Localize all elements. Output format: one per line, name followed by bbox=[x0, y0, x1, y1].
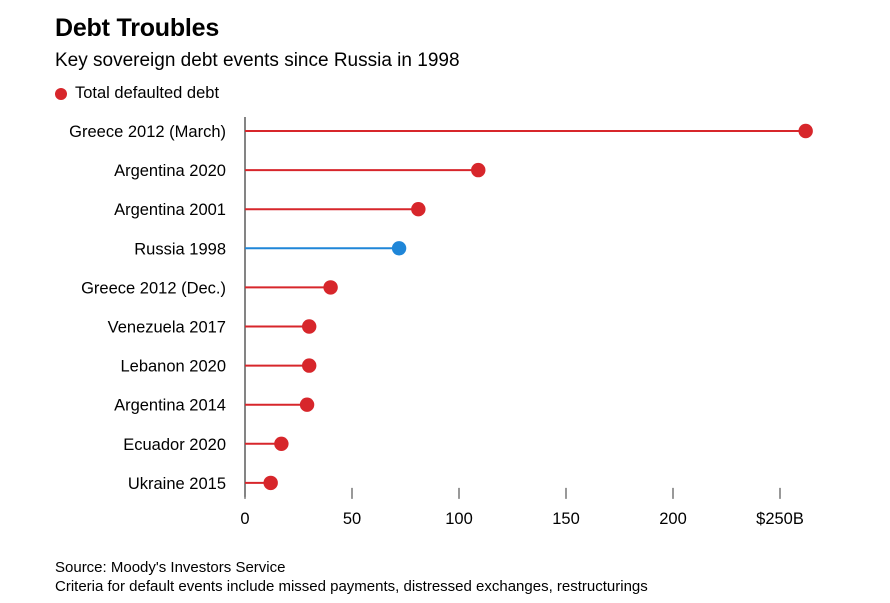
lollipop-dot bbox=[299, 397, 315, 412]
lollipop-dot bbox=[471, 162, 486, 178]
lollipop-dot bbox=[274, 436, 289, 451]
footer: Source: Moody's Investors Service Criter… bbox=[55, 558, 648, 596]
criteria-note: Criteria for default events include miss… bbox=[55, 578, 648, 595]
lollipop-dot bbox=[302, 319, 317, 334]
category-label: Argentina 2001 bbox=[114, 201, 226, 219]
category-label: Argentina 2020 bbox=[114, 162, 226, 180]
category-label: Ecuador 2020 bbox=[123, 436, 226, 454]
legend-dot-icon bbox=[55, 87, 67, 100]
lollipop-dot bbox=[798, 123, 813, 139]
lollipop-dot bbox=[323, 280, 338, 295]
x-tick-label: 100 bbox=[445, 510, 473, 528]
x-tick-label: $250B bbox=[756, 510, 804, 528]
chart-subtitle: Key sovereign debt events since Russia i… bbox=[55, 50, 460, 71]
legend: Total defaulted debt bbox=[55, 84, 219, 103]
category-label: Russia 1998 bbox=[134, 240, 226, 258]
lollipop-dot bbox=[391, 241, 407, 256]
legend-label: Total defaulted debt bbox=[75, 84, 220, 102]
category-label: Greece 2012 (Dec.) bbox=[81, 279, 226, 297]
chart-title: Debt Troubles bbox=[55, 14, 220, 42]
category-label: Venezuela 2017 bbox=[108, 319, 226, 337]
x-tick-label: 200 bbox=[659, 510, 687, 528]
category-label: Lebanon 2020 bbox=[120, 358, 226, 376]
lollipop-dot bbox=[411, 202, 426, 217]
category-label: Ukraine 2015 bbox=[128, 475, 226, 493]
x-tick-label: 50 bbox=[343, 510, 361, 528]
lollipop-dot bbox=[302, 358, 317, 373]
source-note: Source: Moody's Investors Service bbox=[55, 559, 286, 576]
x-tick-label: 0 bbox=[240, 510, 249, 528]
category-label: Greece 2012 (March) bbox=[69, 123, 226, 141]
x-tick-label: 150 bbox=[552, 510, 580, 528]
lollipop-dot bbox=[263, 475, 278, 491]
category-label: Argentina 2014 bbox=[114, 397, 226, 415]
